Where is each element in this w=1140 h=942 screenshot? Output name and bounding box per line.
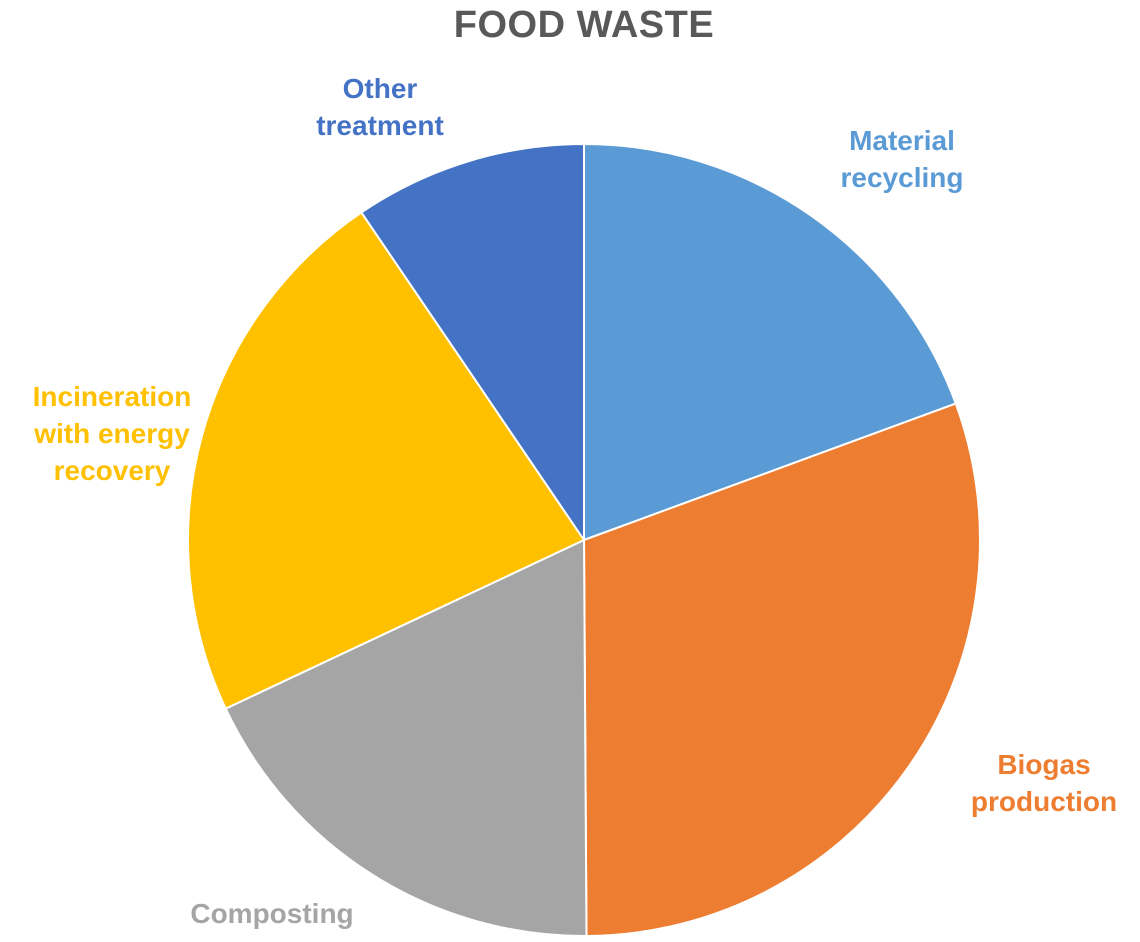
slice-label-line: Biogas bbox=[997, 749, 1090, 780]
slice-label-line: Other bbox=[343, 73, 418, 104]
slice-label-line: Material bbox=[849, 125, 955, 156]
pie-slice-other-treatment bbox=[360, 142, 585, 544]
slice-label-line: with energy bbox=[33, 418, 190, 449]
slice-label-material-recycling: Material recycling bbox=[841, 125, 964, 193]
slice-label-line: Composting bbox=[190, 898, 353, 929]
pie-labels: Material recycling Biogas production Compost… bbox=[33, 73, 1117, 929]
slice-label-biogas-production: Biogas production bbox=[971, 749, 1117, 817]
slice-label-other-treatment: Other treatment bbox=[316, 73, 444, 141]
slice-label-incineration-with-energy-recovery: Incineration with energy recovery bbox=[33, 381, 192, 486]
pie-slices bbox=[187, 142, 981, 937]
slice-label-line: recovery bbox=[54, 455, 171, 486]
pie-slice-material-recycling bbox=[583, 142, 958, 542]
pie-slice-incineration-with-energy-recovery bbox=[187, 211, 586, 710]
slice-label-composting: Composting bbox=[190, 898, 353, 929]
slice-label-line: recycling bbox=[841, 162, 964, 193]
chart-title: FOOD WASTE bbox=[453, 4, 715, 46]
slice-label-line: treatment bbox=[316, 110, 444, 141]
pie-slice-composting bbox=[224, 538, 588, 937]
slice-label-line: production bbox=[971, 786, 1117, 817]
pie-slice-biogas-production bbox=[582, 402, 981, 937]
slice-label-line: Incineration bbox=[33, 381, 192, 412]
